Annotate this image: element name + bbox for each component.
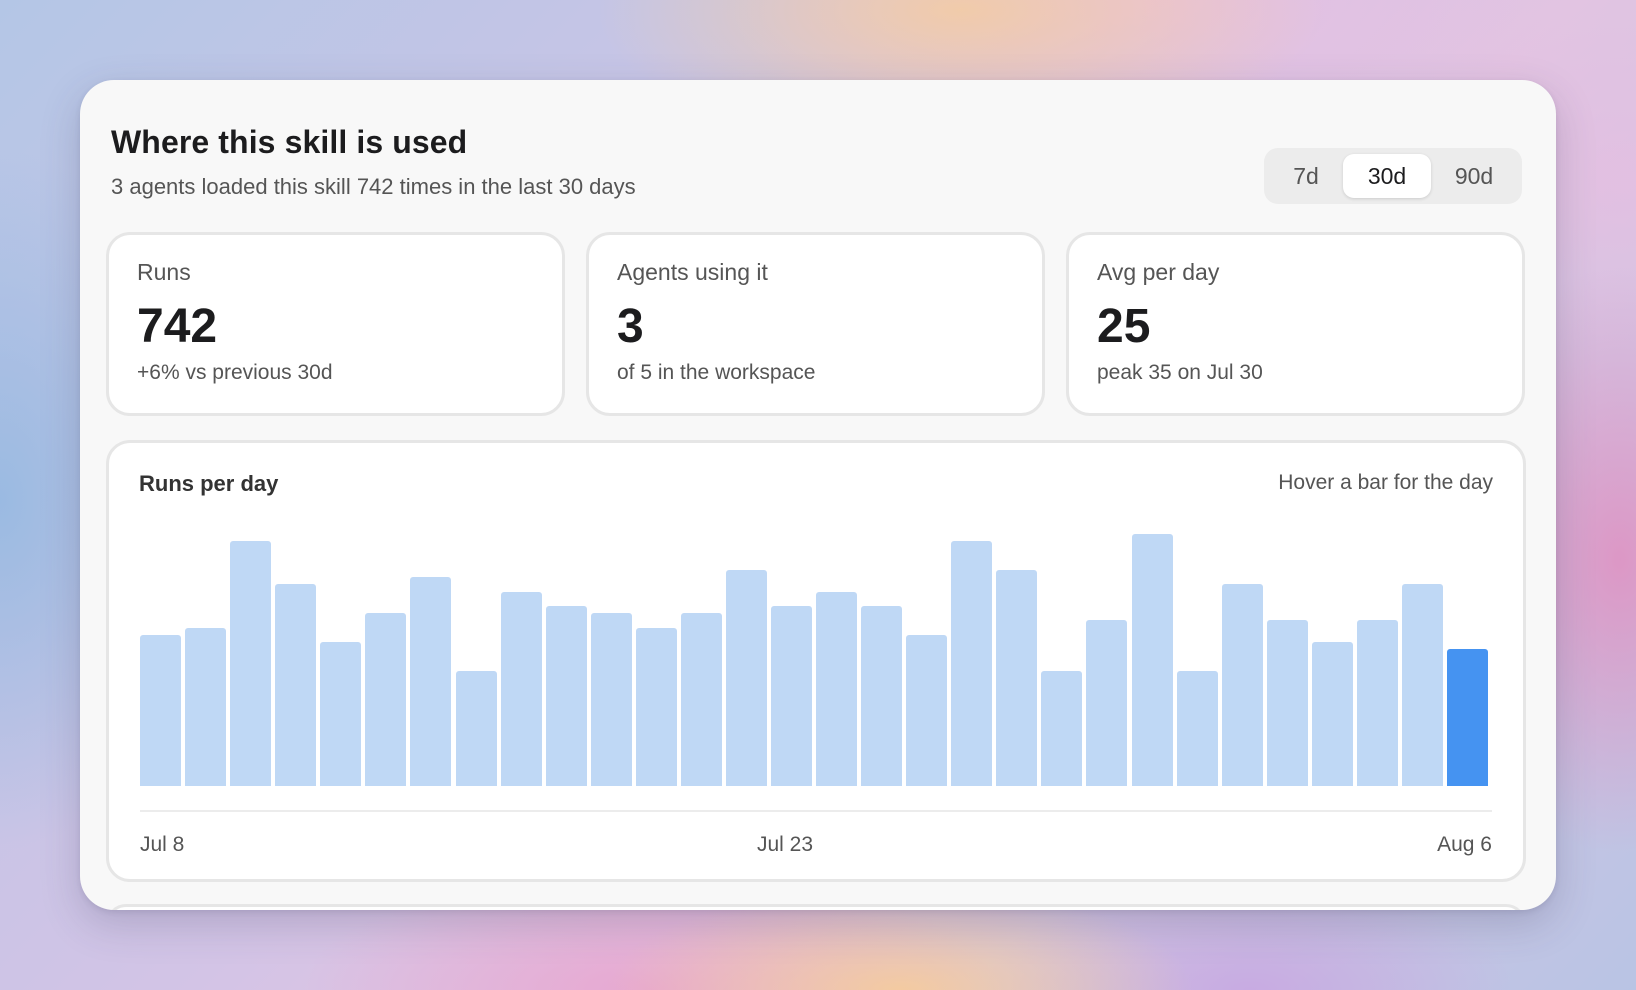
day-bar[interactable] [140,634,181,786]
range-option-7d[interactable]: 7d [1293,162,1319,189]
day-bar[interactable] [951,541,993,786]
stat-card-runs: Runs 742 +6% vs previous 30d [106,232,565,416]
stat-value: 25 [1097,300,1151,353]
day-bar[interactable] [906,634,948,786]
day-bar[interactable] [635,627,677,786]
day-bar[interactable] [1176,670,1218,786]
day-bar[interactable] [275,584,317,786]
stat-note: +6% vs previous 30d [137,361,333,384]
chart-baseline [140,810,1492,812]
day-bar[interactable] [680,613,722,786]
day-bar[interactable] [590,613,632,786]
day-bar[interactable] [545,605,587,786]
stat-label: Agents using it [617,259,768,285]
day-bar[interactable] [1446,649,1488,786]
day-bar[interactable] [1356,620,1398,786]
range-option-90d[interactable]: 90d [1454,162,1494,189]
day-bar[interactable] [365,613,407,786]
day-bar[interactable] [770,605,812,786]
stat-value: 742 [137,300,218,353]
day-bar[interactable] [1311,641,1353,786]
stat-label: Avg per day [1097,259,1220,285]
day-bar[interactable] [1221,584,1263,786]
x-axis-label-mid: Jul 23 [756,833,814,856]
range-option-30d[interactable]: 30d [1343,154,1431,198]
day-bar[interactable] [861,605,903,786]
chart-hint: Hover a bar for the day [1278,471,1493,494]
day-bar[interactable] [1086,620,1128,786]
day-bar[interactable] [455,670,497,786]
day-bar[interactable] [725,569,767,786]
panel-subtitle: 3 agents loaded this skill 742 times in … [111,174,636,199]
day-bar[interactable] [410,577,452,786]
stat-note: of 5 in the workspace [617,361,816,384]
day-bar[interactable] [230,541,272,786]
day-bar[interactable] [185,627,227,786]
bar-plot-area [140,523,1492,786]
day-bar[interactable] [1266,620,1308,786]
next-card-edge [106,904,1526,910]
day-bar[interactable] [996,569,1038,786]
day-bar[interactable] [320,641,362,786]
skill-usage-panel: Where this skill is used 3 agents loaded… [80,80,1556,910]
x-axis-label-start: Jul 8 [140,833,185,856]
day-bar[interactable] [1401,584,1443,786]
panel-title: Where this skill is used [111,124,468,160]
stat-card-agents: Agents using it 3 of 5 in the workspace [586,232,1045,416]
x-axis-label-end: Aug 6 [1437,833,1492,856]
day-bar[interactable] [816,591,857,786]
stat-label: Runs [137,259,191,285]
time-range-selector: 7d 30d 90d [1264,148,1522,204]
day-bar[interactable] [1131,533,1173,786]
chart-title: Runs per day [139,471,279,496]
runs-per-day-chart-card: Runs per day Hover a bar for the day Jul… [106,440,1526,882]
day-bar[interactable] [500,591,542,786]
day-bar[interactable] [1041,670,1083,786]
stat-card-avg-per-day: Avg per day 25 peak 35 on Jul 30 [1066,232,1525,416]
stat-note: peak 35 on Jul 30 [1097,361,1263,384]
stat-value: 3 [617,300,644,353]
